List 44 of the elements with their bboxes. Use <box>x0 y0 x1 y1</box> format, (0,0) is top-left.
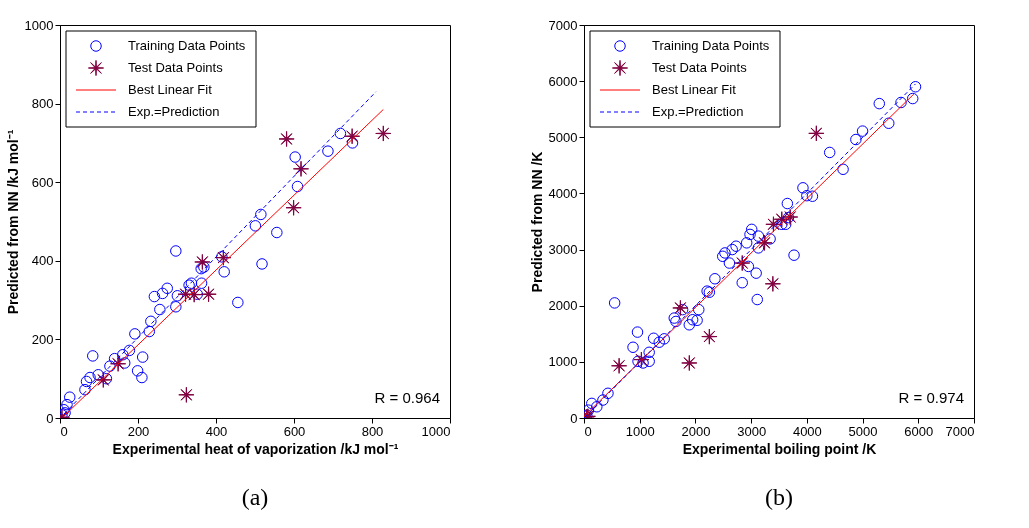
y-tick-label: 3000 <box>548 242 578 258</box>
x-axis-title: Experimental boiling point /K <box>682 440 877 457</box>
x-tick-label: 3000 <box>737 423 767 439</box>
x-tick-label: 4000 <box>792 423 822 439</box>
x-tick-label: 200 <box>127 423 150 439</box>
x-tick-label: 6000 <box>904 423 934 439</box>
x-tick-label: 0 <box>60 423 68 439</box>
x-tick-label: 400 <box>205 423 228 439</box>
y-axis-title: Predicted from NN /K <box>528 151 545 293</box>
y-tick-label: 1000 <box>548 354 578 370</box>
y-tick-label: 400 <box>31 253 54 269</box>
x-tick-label: 7000 <box>945 423 975 439</box>
legend-label: Training Data Points <box>652 38 770 53</box>
x-tick-label: 800 <box>361 423 384 439</box>
text: (b) <box>765 484 793 510</box>
y-tick-label: 0 <box>46 410 54 426</box>
x-axis-title: Experimental heat of vaporization /kJ mol⁻¹ <box>112 440 399 457</box>
x-tick-label: 1000 <box>421 423 451 439</box>
x-tick-label: 0 <box>584 423 592 439</box>
y-tick-label: 4000 <box>548 185 578 201</box>
y-tick-label: 1000 <box>24 17 54 33</box>
y-tick-label: 5000 <box>548 129 578 145</box>
y-tick-label: 200 <box>31 331 54 347</box>
annotation: R = 0.974 <box>898 389 964 406</box>
x-tick-label: 1000 <box>625 423 655 439</box>
x-tick-label: 5000 <box>848 423 878 439</box>
legend-label: Exp.=Prediction <box>128 104 220 119</box>
y-axis-title: Predicted from NN /kJ mol⁻¹ <box>4 129 21 315</box>
y-tick-label: 800 <box>31 96 54 112</box>
annotation: R = 0.964 <box>374 389 440 406</box>
y-tick-label: 7000 <box>548 17 578 33</box>
legend-label: Best Linear Fit <box>652 82 737 97</box>
legend-label: Exp.=Prediction <box>652 104 744 119</box>
text: (a) <box>241 484 269 510</box>
y-tick-label: 6000 <box>548 73 578 89</box>
y-tick-label: 600 <box>31 174 54 190</box>
legend-label: Test Data Points <box>128 60 224 75</box>
y-tick-label: 0 <box>570 410 578 426</box>
legend-label: Best Linear Fit <box>128 82 213 97</box>
legend-label: Test Data Points <box>652 60 748 75</box>
x-tick-label: 600 <box>283 423 306 439</box>
y-tick-label: 2000 <box>548 298 578 314</box>
x-tick-label: 2000 <box>681 423 711 439</box>
legend-label: Training Data Points <box>128 38 246 53</box>
